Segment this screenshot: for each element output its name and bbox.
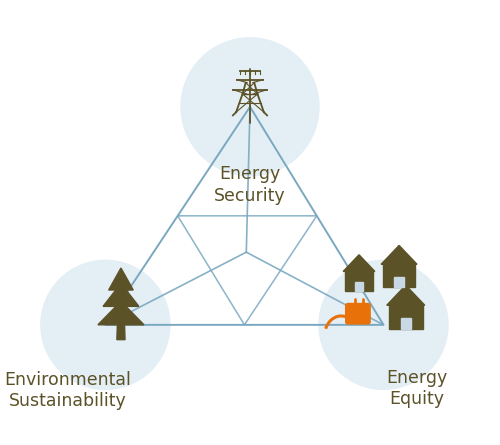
Polygon shape [386, 285, 425, 305]
Polygon shape [345, 271, 373, 291]
Circle shape [319, 260, 448, 389]
Text: Security: Security [214, 187, 286, 205]
Text: Environmental: Environmental [4, 372, 131, 389]
Polygon shape [383, 264, 415, 287]
Text: Sustainability: Sustainability [8, 392, 126, 410]
Circle shape [41, 260, 170, 389]
Bar [400, 319, 411, 329]
Text: Equity: Equity [390, 390, 444, 408]
Polygon shape [103, 283, 139, 306]
Polygon shape [117, 324, 125, 340]
Bar [394, 277, 404, 287]
Polygon shape [108, 268, 133, 290]
Polygon shape [98, 301, 144, 325]
Text: Energy: Energy [386, 369, 448, 387]
Circle shape [181, 38, 319, 176]
Text: Energy: Energy [220, 165, 280, 182]
Polygon shape [343, 255, 375, 271]
Polygon shape [388, 305, 423, 329]
FancyBboxPatch shape [346, 303, 370, 324]
Bar [355, 283, 364, 291]
Polygon shape [381, 245, 417, 264]
